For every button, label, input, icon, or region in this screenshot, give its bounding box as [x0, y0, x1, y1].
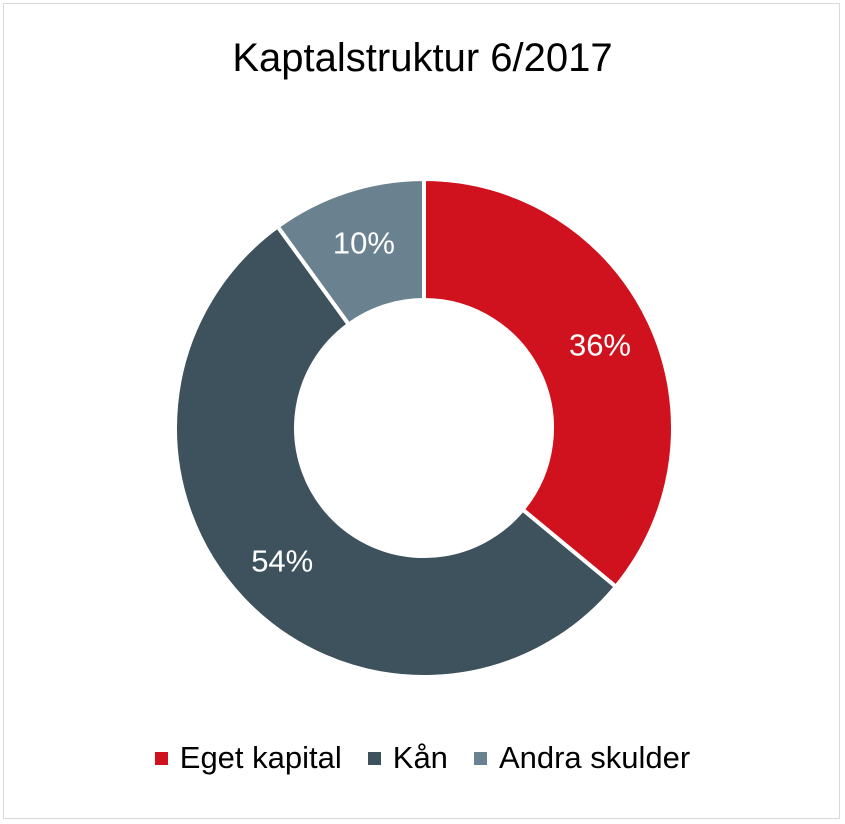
donut-data-labels: 36% 54% 10% — [251, 226, 631, 579]
slice-eget-kapital — [422, 176, 675, 590]
chart-frame — [3, 3, 840, 819]
legend-label-eget-kapital: Eget kapital — [179, 740, 342, 775]
legend: Eget kapital Kån Andra skulder — [0, 740, 845, 776]
legend-label-andra-skulder: Andra skulder — [498, 740, 691, 775]
legend-item-andra-skulder: Andra skulder — [473, 740, 691, 776]
slice-andra-skulder — [274, 176, 426, 328]
slice-kan — [173, 223, 619, 679]
legend-swatch-andra-skulder — [473, 751, 487, 765]
legend-item-eget-kapital: Eget kapital — [154, 740, 342, 776]
legend-swatch-kan — [367, 751, 381, 765]
data-label-andra-skulder: 10% — [333, 226, 395, 261]
legend-label-kan: Kån — [392, 740, 448, 775]
data-label-kan: 54% — [251, 544, 313, 579]
chart-title: Kaptalstruktur 6/2017 — [232, 36, 613, 80]
donut-slices — [173, 176, 675, 679]
legend-item-kan: Kån — [367, 740, 448, 776]
legend-swatch-eget-kapital — [154, 751, 168, 765]
data-label-eget-kapital: 36% — [569, 328, 631, 363]
